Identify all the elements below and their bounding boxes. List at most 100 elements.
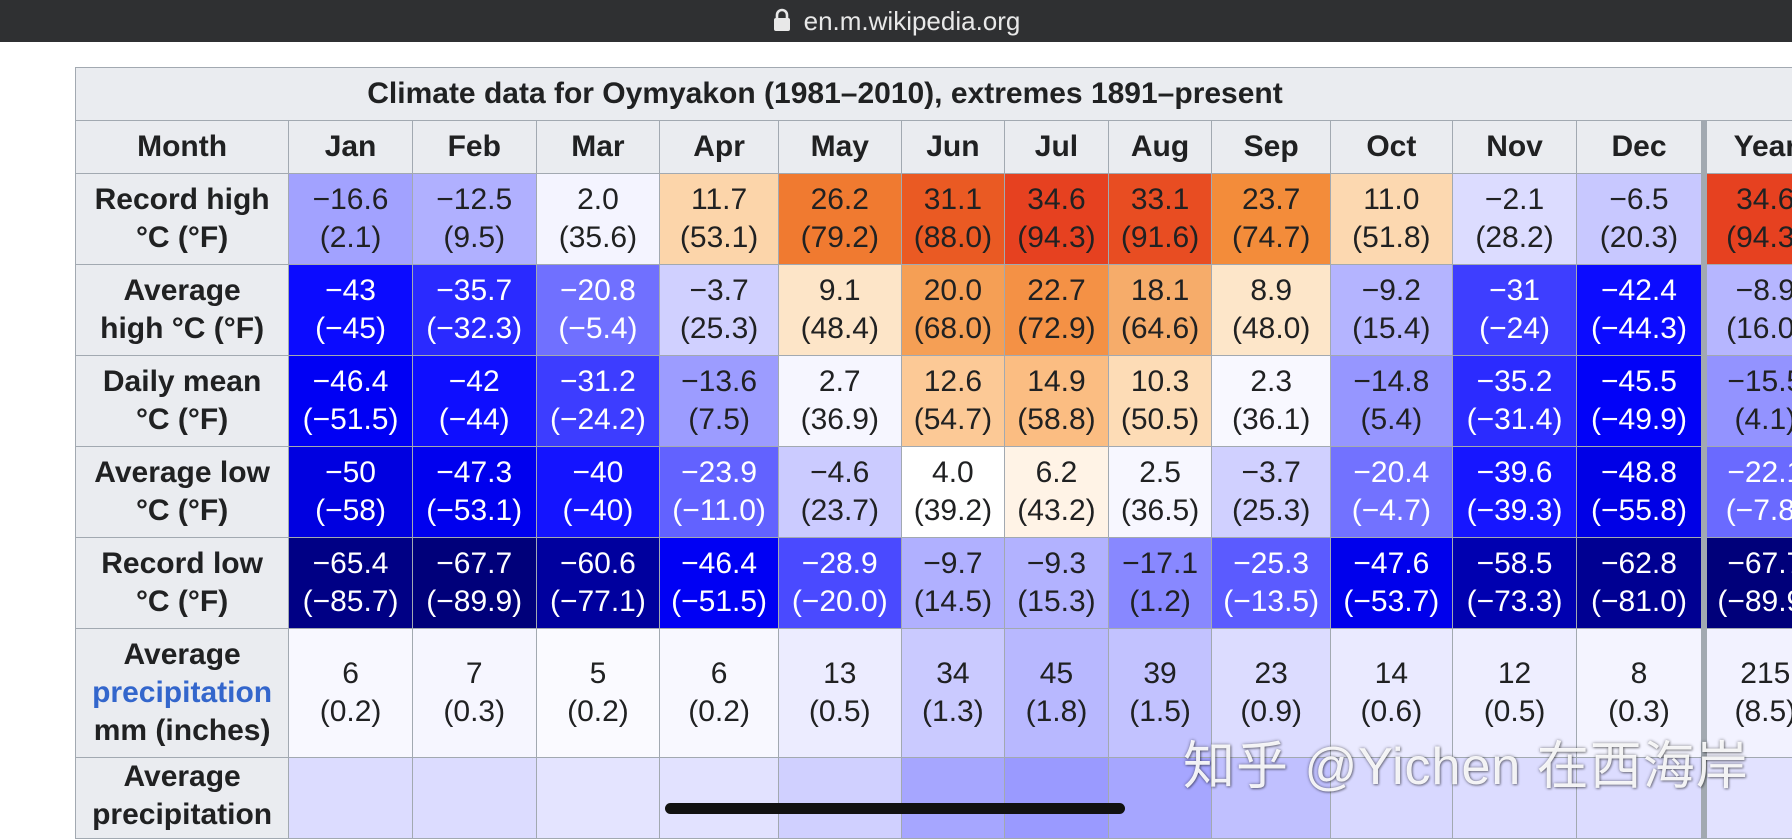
row-header-line: Average — [76, 758, 288, 796]
precipitation-link[interactable]: precipitation — [76, 674, 288, 712]
celsius-value: −50 — [289, 454, 412, 492]
table-cell: 34.6(94.3) — [1005, 174, 1109, 265]
table-cell: −25.3(−13.5) — [1212, 538, 1331, 629]
table-cell: 2.3(36.1) — [1212, 356, 1331, 447]
fahrenheit-value: (68.0) — [902, 310, 1005, 348]
precip-inches-value: (1.3) — [902, 693, 1005, 731]
fahrenheit-value: (51.8) — [1331, 219, 1452, 257]
fahrenheit-value: (36.9) — [779, 401, 901, 439]
celsius-value: 34.6 — [1707, 181, 1792, 219]
table-cell — [901, 758, 1005, 839]
table-cell: −67.7(−89.9) — [412, 538, 536, 629]
table-cell: −40(−40) — [536, 447, 660, 538]
celsius-value: 2.3 — [1212, 363, 1330, 401]
fahrenheit-value: (94.3) — [1005, 219, 1108, 257]
table-cell: −67.7(−89.9) — [1704, 538, 1792, 629]
fahrenheit-value: (79.2) — [779, 219, 901, 257]
watermark: 知乎 @Yichen 在西海岸 — [1183, 724, 1749, 799]
row-header: Record high°C (°F) — [76, 174, 289, 265]
table-cell: 6(0.2) — [660, 629, 779, 758]
celsius-value: −47.3 — [413, 454, 536, 492]
celsius-value: −2.1 — [1453, 181, 1577, 219]
fahrenheit-value: (−4.7) — [1331, 492, 1452, 530]
table-cell: 34(1.3) — [901, 629, 1005, 758]
month-header-dec: Dec — [1577, 121, 1704, 174]
table-cell: −9.3(15.3) — [1005, 538, 1109, 629]
fahrenheit-value: (14.5) — [902, 583, 1005, 621]
celsius-value: 20.0 — [902, 272, 1005, 310]
celsius-value: 11.7 — [660, 181, 778, 219]
table-cell — [1005, 758, 1109, 839]
celsius-value: 2.5 — [1109, 454, 1212, 492]
celsius-value: 10.3 — [1109, 363, 1212, 401]
table-cell: −23.9(−11.0) — [660, 447, 779, 538]
fahrenheit-value: (88.0) — [902, 219, 1005, 257]
table-cell: 4.0(39.2) — [901, 447, 1005, 538]
fahrenheit-value: (−55.8) — [1577, 492, 1700, 530]
fahrenheit-value: (7.5) — [660, 401, 778, 439]
celsius-value: 8.9 — [1212, 272, 1330, 310]
table-row: Average low°C (°F)−50(−58)−47.3(−53.1)−4… — [76, 447, 1792, 538]
table-cell: −2.1(28.2) — [1452, 174, 1577, 265]
table-cell: 11.0(51.8) — [1331, 174, 1453, 265]
fahrenheit-value: (23.7) — [779, 492, 901, 530]
table-cell: −60.6(−77.1) — [536, 538, 660, 629]
precip-mm-value: 23 — [1212, 655, 1330, 693]
celsius-value: −20.8 — [537, 272, 660, 310]
precip-mm-value: 13 — [779, 655, 901, 693]
fahrenheit-value: (50.5) — [1109, 401, 1212, 439]
fahrenheit-value: (−24) — [1453, 310, 1577, 348]
table-cell: −42(−44) — [412, 356, 536, 447]
table-cell: 34.6(94.3) — [1704, 174, 1792, 265]
celsius-value: −25.3 — [1212, 545, 1330, 583]
celsius-value: −58.5 — [1453, 545, 1577, 583]
browser-address-bar[interactable]: en.m.wikipedia.org — [0, 0, 1792, 42]
fahrenheit-value: (−44) — [413, 401, 536, 439]
celsius-value: −14.8 — [1331, 363, 1452, 401]
month-header-jul: Jul — [1005, 121, 1109, 174]
celsius-value: −39.6 — [1453, 454, 1577, 492]
fahrenheit-value: (−51.5) — [660, 583, 778, 621]
table-cell: 10.3(50.5) — [1108, 356, 1212, 447]
fahrenheit-value: (−89.9) — [413, 583, 536, 621]
table-cell: 5(0.2) — [536, 629, 660, 758]
precip-mm-value: 6 — [289, 655, 412, 693]
month-header-oct: Oct — [1331, 121, 1453, 174]
celsius-value: −31 — [1453, 272, 1577, 310]
fahrenheit-value: (5.4) — [1331, 401, 1452, 439]
fahrenheit-value: (48.4) — [779, 310, 901, 348]
table-cell: 31.1(88.0) — [901, 174, 1005, 265]
fahrenheit-value: (−7.8) — [1707, 492, 1792, 530]
celsius-value: 18.1 — [1109, 272, 1212, 310]
table-cell: −20.4(−4.7) — [1331, 447, 1453, 538]
table-cell: −15.5(4.1) — [1704, 356, 1792, 447]
fahrenheit-value: (−32.3) — [413, 310, 536, 348]
table-cell: −20.8(−5.4) — [536, 265, 660, 356]
table-cell: −45.5(−49.9) — [1577, 356, 1704, 447]
fahrenheit-value: (−73.3) — [1453, 583, 1577, 621]
table-cell: −4.6(23.7) — [778, 447, 901, 538]
table-cell: −3.7(25.3) — [1212, 447, 1331, 538]
celsius-value: 33.1 — [1109, 181, 1212, 219]
table-cell: 26.2(79.2) — [778, 174, 901, 265]
row-header: Average low°C (°F) — [76, 447, 289, 538]
row-header-line: precipitation — [76, 796, 288, 834]
row-header-line: Record low — [76, 545, 288, 583]
celsius-value: −6.5 — [1577, 181, 1700, 219]
celsius-value: −46.4 — [289, 363, 412, 401]
precip-mm-value: 12 — [1453, 655, 1577, 693]
table-cell: −62.8(−81.0) — [1577, 538, 1704, 629]
home-indicator[interactable] — [665, 803, 1125, 814]
celsius-value: −8.9 — [1707, 272, 1792, 310]
precip-inches-value: (0.2) — [660, 693, 778, 731]
fahrenheit-value: (16.0) — [1707, 310, 1792, 348]
celsius-value: −4.6 — [779, 454, 901, 492]
fahrenheit-value: (15.3) — [1005, 583, 1108, 621]
celsius-value: −67.7 — [1707, 545, 1792, 583]
celsius-value: −28.9 — [779, 545, 901, 583]
celsius-value: −62.8 — [1577, 545, 1700, 583]
fahrenheit-value: (−85.7) — [289, 583, 412, 621]
table-cell: 6(0.2) — [289, 629, 413, 758]
